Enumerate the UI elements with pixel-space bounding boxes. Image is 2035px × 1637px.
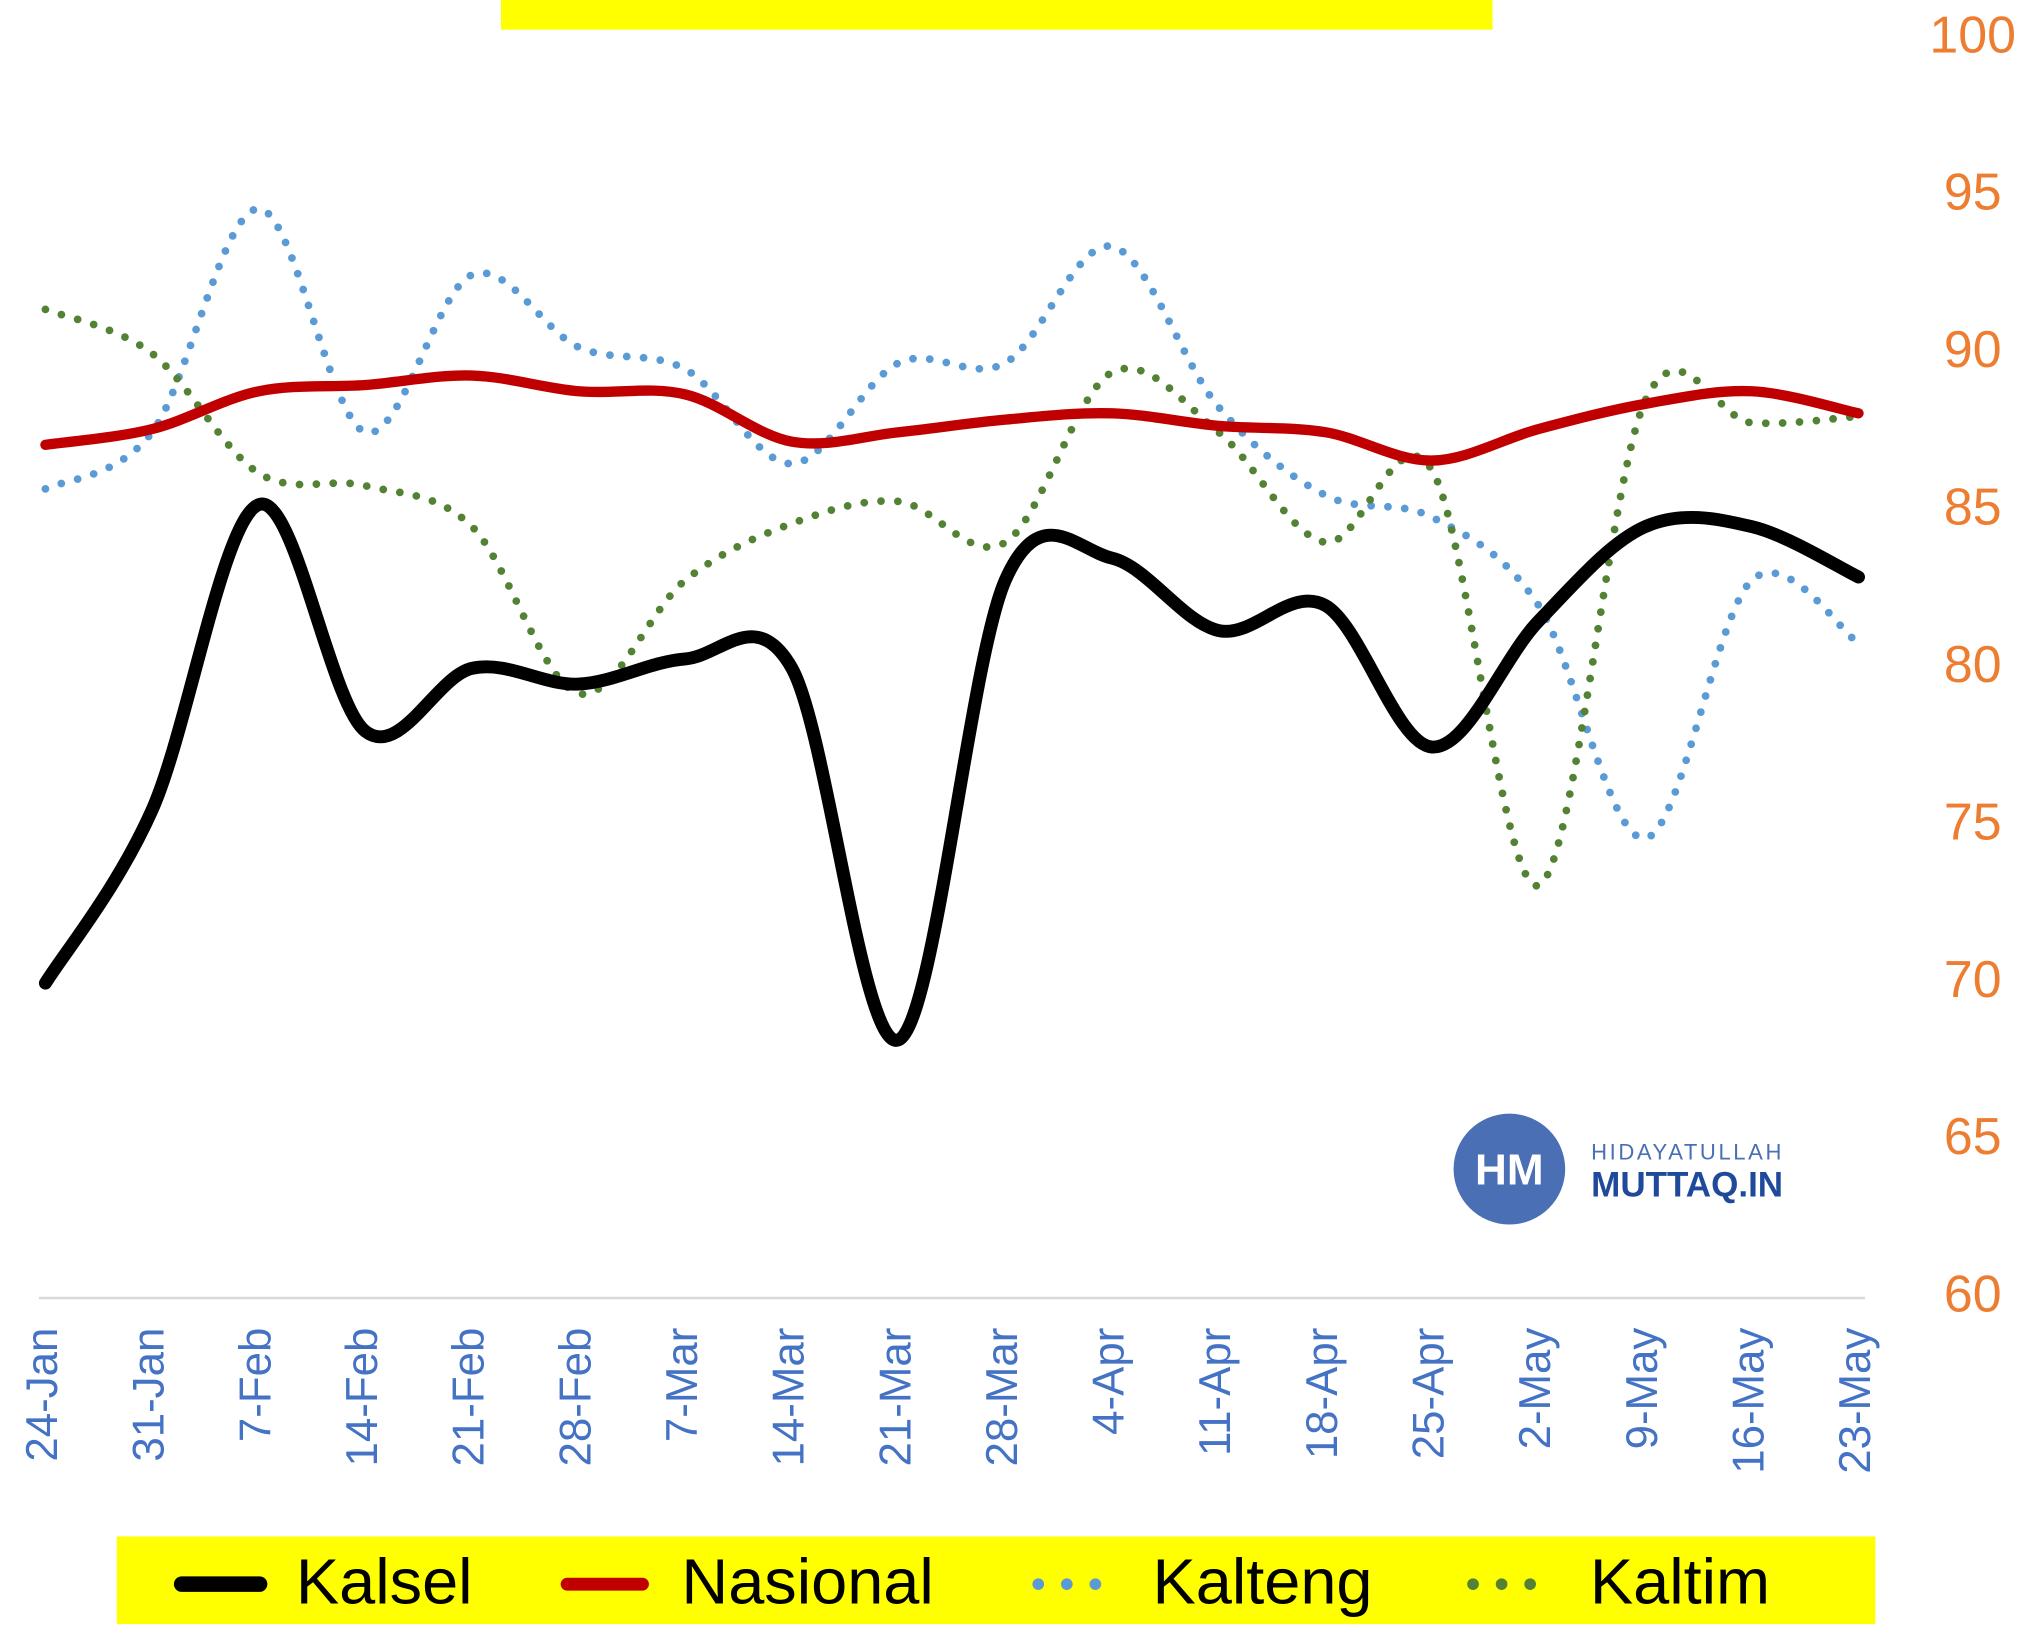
x-tick-label: 9-May bbox=[1618, 1328, 1667, 1450]
logo-circle bbox=[1453, 1113, 1566, 1225]
y-tick-label: 90 bbox=[1944, 320, 2002, 378]
watermark-line2: MUTTAQ.IN bbox=[1591, 1165, 1783, 1204]
y-tick-label: 65 bbox=[1944, 1107, 2002, 1165]
y-tick-label: 100 bbox=[1929, 5, 2016, 63]
y-tick-label: 75 bbox=[1944, 793, 2002, 851]
logo-text: HM bbox=[1475, 1146, 1544, 1195]
series-line bbox=[41, 305, 1863, 890]
x-tick-label: 28-Feb bbox=[551, 1328, 600, 1467]
y-tick-label: 85 bbox=[1944, 478, 2002, 536]
x-tick-label: 21-Mar bbox=[871, 1328, 920, 1467]
x-tick-label: 16-May bbox=[1724, 1328, 1773, 1474]
x-tick-label: 18-Apr bbox=[1298, 1328, 1347, 1460]
legend-box bbox=[116, 1536, 1876, 1625]
x-tick-label: 7-Feb bbox=[231, 1328, 280, 1442]
y-tick-label: 70 bbox=[1944, 950, 2002, 1008]
x-tick-label: 14-Mar bbox=[764, 1328, 813, 1467]
x-tick-label: 28-Mar bbox=[978, 1328, 1027, 1467]
x-tick-label: 11-Apr bbox=[1191, 1328, 1240, 1456]
title-bar bbox=[500, 0, 1493, 30]
x-tick-label: 23-May bbox=[1831, 1328, 1880, 1474]
x-tick-label: 7-Mar bbox=[658, 1328, 707, 1442]
watermark-line1: HIDAYATULLAH bbox=[1591, 1139, 1784, 1164]
series-line bbox=[41, 204, 1863, 843]
x-tick-label: 24-Jan bbox=[18, 1328, 67, 1462]
x-tick-label: 2-May bbox=[1511, 1328, 1560, 1450]
series-line bbox=[38, 498, 1865, 1047]
watermark: HM HIDAYATULLAH MUTTAQ.IN bbox=[1453, 1113, 1784, 1225]
y-tick-label: 95 bbox=[1944, 163, 2002, 221]
x-tick-label: 25-Apr bbox=[1404, 1328, 1453, 1460]
x-tick-label: 31-Jan bbox=[125, 1328, 174, 1462]
x-tick-label: 21-Feb bbox=[445, 1328, 494, 1467]
y-tick-label: 80 bbox=[1944, 635, 2002, 693]
x-tick-label: 4-Apr bbox=[1084, 1328, 1133, 1435]
legend-label: Kalsel bbox=[296, 1545, 473, 1618]
y-tick-label: 60 bbox=[1944, 1265, 2002, 1323]
legend-label: Nasional bbox=[681, 1545, 933, 1618]
series-line bbox=[40, 370, 1864, 466]
x-tick-label: 14-Feb bbox=[338, 1328, 387, 1467]
legend-label: Kalteng bbox=[1152, 1545, 1372, 1618]
legend-label: Kaltim bbox=[1590, 1545, 1770, 1618]
